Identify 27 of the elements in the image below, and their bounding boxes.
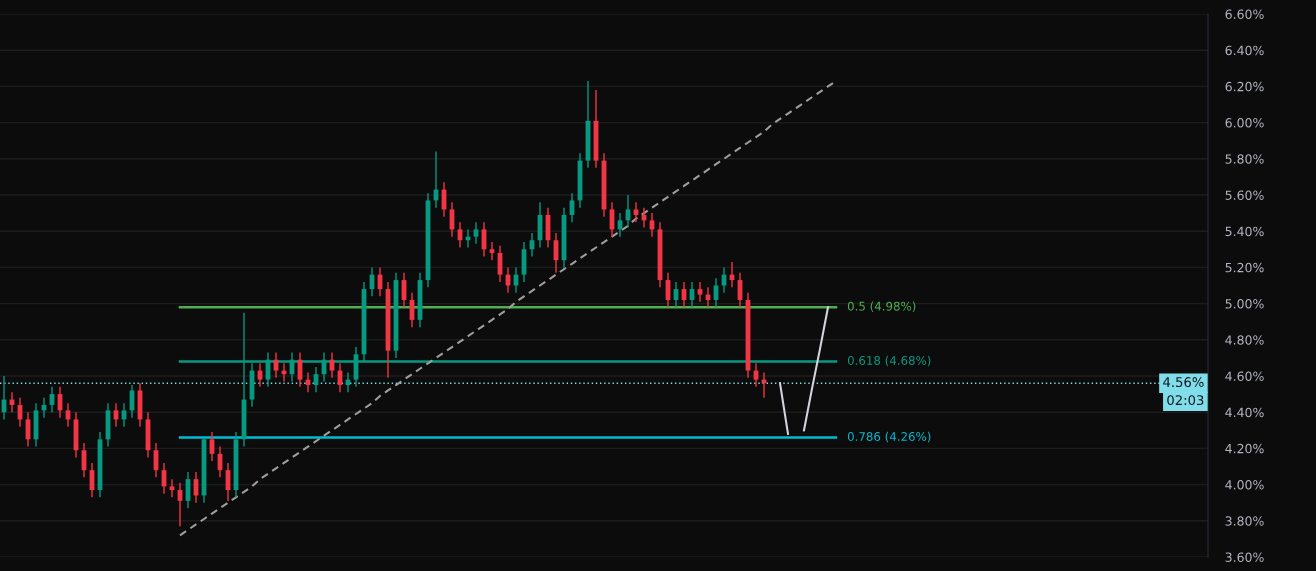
y-tick-label: 5.80% [1225,154,1264,164]
ref-line-label: 4.56% [1163,377,1204,388]
candlestick [633,201,639,223]
line-series [802,306,830,432]
y-tick-label: 5.40% [1225,226,1264,237]
y-tick-label: 6.60% [1225,9,1264,19]
candlestick [697,281,703,303]
y-tick-label: 4.60% [1225,371,1264,381]
series-label: 0.618 (4.68%) [847,355,931,367]
series-label: 0.786 (4.26%) [847,431,931,443]
y-tick-label: 6.20% [1225,81,1264,92]
candlestick [169,478,175,498]
y-tick-label: 6.00% [1225,118,1264,128]
series-label: 0.5 (4.98%) [847,301,916,313]
y-tick-label: 3.60% [1225,552,1264,562]
y-tick-label: 6.40% [1225,45,1264,56]
candlestick [489,241,495,261]
candlestick [473,221,479,245]
y-tick-label: 5.60% [1225,190,1264,200]
y-tick-label: 4.20% [1225,443,1264,454]
y-tick-label: 5.20% [1225,262,1264,273]
annotation: 02:03 [1167,395,1204,406]
y-tick-label: 3.80% [1225,516,1264,526]
y-tick-label: 4.00% [1225,480,1264,490]
y-tick-label: 4.80% [1225,335,1264,345]
y-tick-label: 4.40% [1225,407,1264,418]
y-tick-label: 5.00% [1225,299,1264,309]
